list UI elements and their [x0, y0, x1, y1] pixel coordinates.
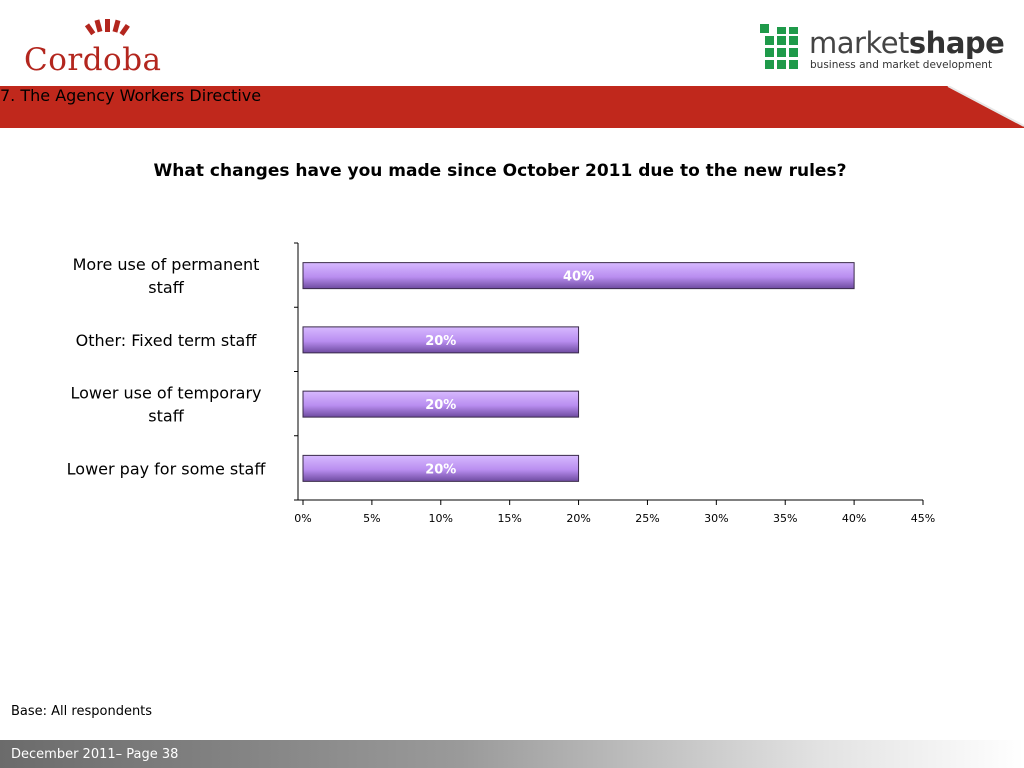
x-tick-label: 20% — [566, 512, 590, 525]
footer-bar: December 2011– Page 38 — [0, 740, 1024, 768]
base-note: Base: All respondents — [11, 704, 153, 719]
category-label: Other: Fixed term staff — [76, 331, 258, 350]
category-label-line: staff — [148, 278, 184, 297]
category-label: Lower pay for some staff — [67, 459, 267, 478]
category-label: More use of permanent staff — [73, 255, 260, 297]
section-banner — [0, 86, 1024, 128]
marketshape-wordmark: marketshape — [809, 26, 1005, 60]
cordoba-sun-icon — [84, 19, 130, 36]
data-label: 20% — [425, 334, 456, 349]
category-label-line: staff — [148, 407, 184, 426]
marketshape-logo: marketshape business and market developm… — [760, 24, 1010, 74]
data-label: 40% — [563, 270, 594, 285]
category-label-line: Other: Fixed term staff — [76, 331, 258, 350]
bar — [302, 454, 580, 482]
x-tick-label: 10% — [429, 512, 453, 525]
cordoba-logo: Cordoba — [22, 16, 182, 78]
x-tick-label: 15% — [497, 512, 521, 525]
category-label: Lower use of temporary staff — [70, 384, 261, 426]
wordmark-light: market — [809, 26, 909, 60]
bar — [302, 390, 580, 418]
marketshape-grid-icon — [760, 24, 798, 69]
category-label-line: More use of permanent — [73, 255, 260, 274]
section-title: 7. The Agency Workers Directive — [0, 86, 262, 105]
wordmark-bold: shape — [908, 26, 1005, 60]
category-label-line: Lower pay for some staff — [67, 459, 267, 478]
data-label: 20% — [425, 398, 456, 413]
x-tick-label: 40% — [842, 512, 866, 525]
category-label-line: Lower use of temporary — [70, 384, 261, 403]
x-tick-label: 35% — [773, 512, 797, 525]
x-tick-label: 5% — [363, 512, 380, 525]
x-tick-label: 25% — [635, 512, 659, 525]
bar — [302, 326, 580, 354]
x-tick-label: 0% — [294, 512, 311, 525]
bar — [302, 262, 855, 290]
cordoba-wordmark: Cordoba — [24, 42, 162, 78]
bar-chart: 0% 5% 10% 15% 20% 25% 30% 35% 40% 45% 40% More use … — [67, 242, 935, 525]
data-label: 20% — [425, 462, 456, 477]
page-label: December 2011– Page 38 — [11, 747, 179, 762]
x-tick-label: 45% — [911, 512, 935, 525]
x-tick-label: 30% — [704, 512, 728, 525]
marketshape-tagline: business and market development — [810, 59, 993, 71]
chart-title: What changes have you made since October… — [153, 161, 847, 181]
